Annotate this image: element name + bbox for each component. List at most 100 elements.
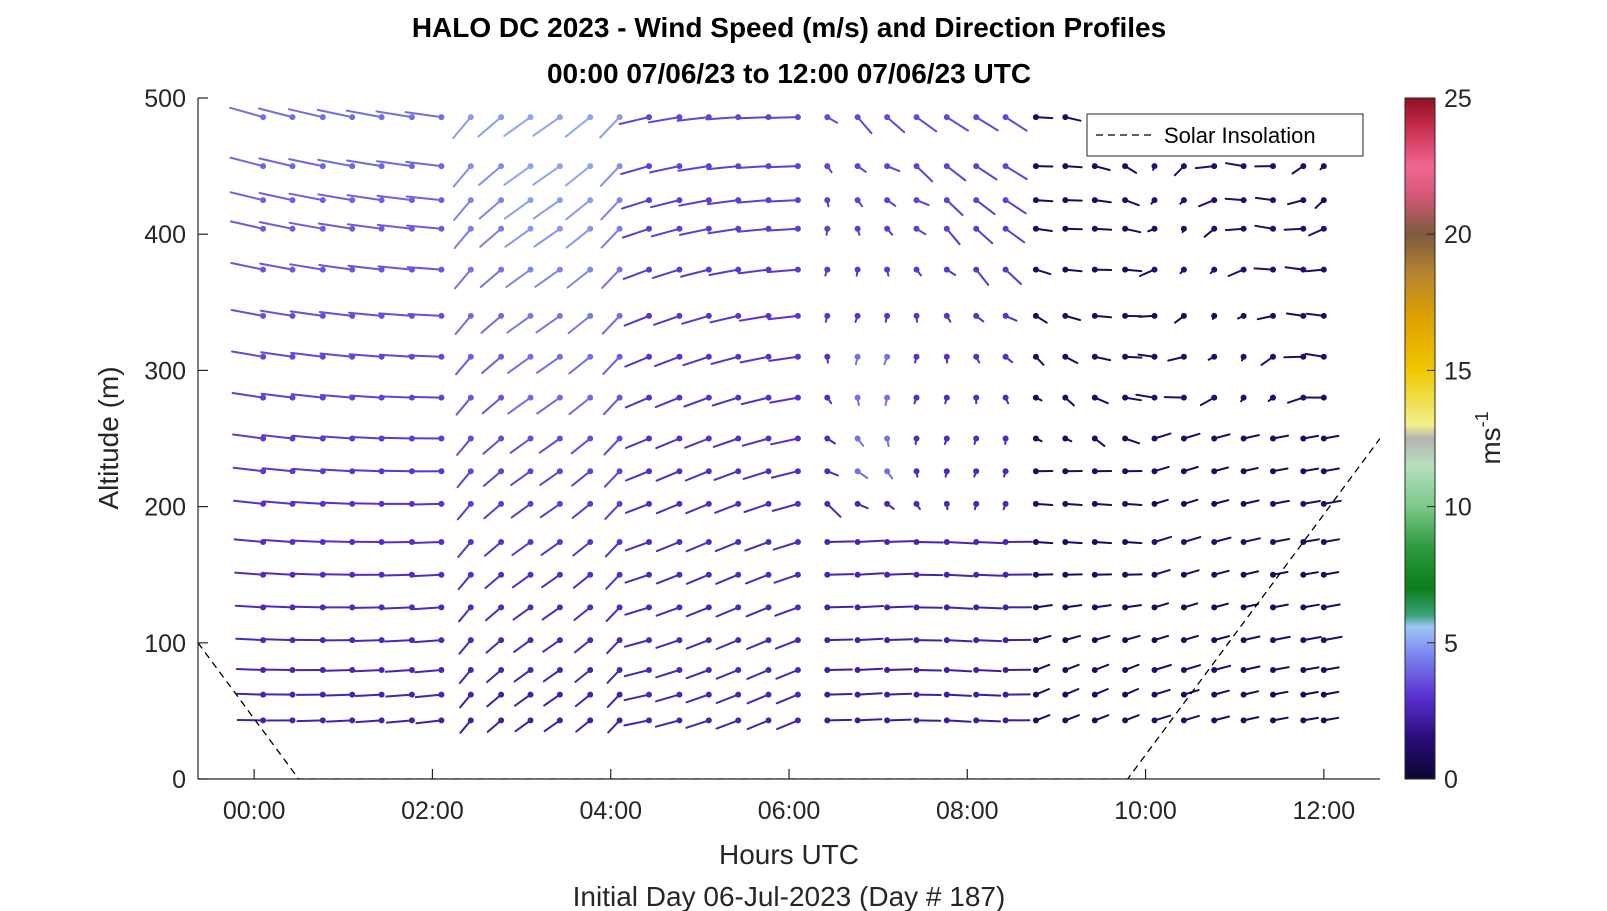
wind-barb: [458, 637, 474, 655]
wind-barb-shaft: [975, 541, 1004, 545]
wind-barb-dot: [1032, 637, 1039, 644]
legend-label: Solar Insolation: [1164, 123, 1316, 148]
wind-barb-shaft: [620, 165, 650, 175]
wind-barbs: [229, 106, 1343, 734]
wind-barb-shaft: [288, 158, 324, 168]
wind-barb-dot: [556, 717, 563, 724]
wind-barb: [265, 667, 296, 673]
wind-barb-dot: [735, 225, 742, 232]
wind-barb-dot: [1122, 163, 1129, 170]
wind-barb-dot: [438, 114, 445, 121]
wind-barb: [854, 604, 884, 611]
wind-barb-shaft: [233, 499, 265, 505]
wind-barb-dot: [1032, 312, 1039, 319]
wind-barb: [355, 717, 385, 724]
wind-barb-shaft: [775, 669, 799, 680]
wind-barb-shaft: [290, 393, 324, 399]
wind-barb: [1002, 571, 1033, 578]
wind-barb: [854, 571, 885, 578]
wind-barb-shaft: [486, 669, 503, 684]
wind-barb-dot: [587, 667, 594, 673]
wind-barb-dot: [943, 197, 950, 204]
wind-barb: [622, 266, 652, 280]
wind-barb: [1314, 197, 1327, 209]
wind-barb: [1091, 663, 1110, 673]
wind-barb: [1091, 312, 1113, 319]
wind-barb-shaft: [507, 396, 532, 415]
wind-barb: [884, 266, 891, 277]
wind-barb-dot: [973, 197, 980, 204]
wind-barb-dot: [378, 197, 385, 204]
wind-barb: [884, 435, 891, 447]
wind-barb: [746, 667, 772, 680]
wind-barb-shaft: [826, 540, 855, 543]
wind-barb: [1270, 538, 1291, 545]
wind-barb-shaft: [945, 541, 974, 545]
wind-barb-shaft: [1224, 197, 1245, 202]
wind-barb: [854, 717, 883, 724]
wind-barb-shaft: [479, 268, 503, 288]
wind-barb: [413, 637, 445, 644]
wind-barb: [1320, 538, 1340, 545]
wind-barb-shaft: [532, 116, 561, 137]
wind-barb: [650, 225, 683, 238]
wind-barb-shaft: [574, 693, 592, 708]
wind-barb-dot: [378, 604, 385, 611]
wind-barb-shaft: [231, 392, 265, 399]
wind-barb-dot: [319, 717, 326, 724]
wind-barb-dot: [765, 500, 772, 507]
wind-barb-dot: [705, 197, 712, 204]
wind-barb-dot: [973, 500, 980, 507]
wind-barb-shaft: [376, 223, 413, 230]
wind-barb-shaft: [457, 573, 472, 591]
wind-barb-dot: [319, 312, 326, 319]
wind-barb-dot: [1062, 394, 1069, 401]
wind-barb-dot: [1211, 691, 1218, 698]
wind-barb: [1180, 569, 1200, 578]
wind-barb-shaft: [384, 669, 413, 673]
wind-barb: [409, 435, 445, 442]
wind-barb-shaft: [599, 165, 621, 187]
wind-barb: [1062, 394, 1075, 407]
wind-barb-dot: [705, 691, 712, 698]
wind-barb-shaft: [233, 538, 265, 543]
wind-barb-shaft: [234, 604, 265, 609]
wind-barb-dot: [1320, 197, 1327, 204]
wind-barb: [1091, 634, 1111, 644]
wind-barb: [541, 604, 563, 621]
wind-barb-shaft: [229, 106, 265, 119]
wind-barb-dot: [884, 266, 891, 273]
wind-barb: [883, 353, 891, 366]
wind-barb-shaft: [681, 314, 710, 325]
wind-barb-shaft: [685, 573, 710, 585]
wind-barb: [1240, 353, 1247, 362]
wind-barb-shaft: [538, 437, 561, 454]
wind-barb: [1267, 394, 1276, 402]
wind-barb: [1180, 498, 1199, 507]
wind-barb: [1138, 312, 1158, 319]
x-tick-label: 02:00: [401, 797, 464, 825]
wind-barb-shaft: [600, 227, 621, 249]
wind-barb-dot: [735, 691, 742, 698]
wind-barb: [1284, 266, 1307, 273]
wind-barb: [625, 435, 652, 449]
wind-barb: [1211, 715, 1230, 724]
wind-barb-dot: [378, 691, 385, 698]
wind-barb-dot: [1062, 163, 1069, 170]
x-tick-label: 12:00: [1293, 797, 1356, 825]
wind-barb: [655, 571, 683, 585]
wind-barb-shaft: [348, 311, 383, 317]
wind-barb: [684, 435, 712, 449]
wind-barb: [1002, 667, 1032, 673]
wind-barb-dot: [467, 604, 474, 611]
wind-barb: [564, 163, 594, 187]
wind-barb: [1237, 312, 1247, 320]
wind-barb: [1032, 500, 1054, 507]
wind-barb-dot: [1211, 717, 1218, 724]
wind-barb: [536, 353, 563, 374]
wind-barb: [1062, 571, 1083, 578]
wind-barb: [478, 197, 505, 220]
wind-barb-dot: [587, 691, 594, 698]
wind-barb: [943, 500, 950, 511]
wind-barb-dot: [1211, 539, 1218, 545]
